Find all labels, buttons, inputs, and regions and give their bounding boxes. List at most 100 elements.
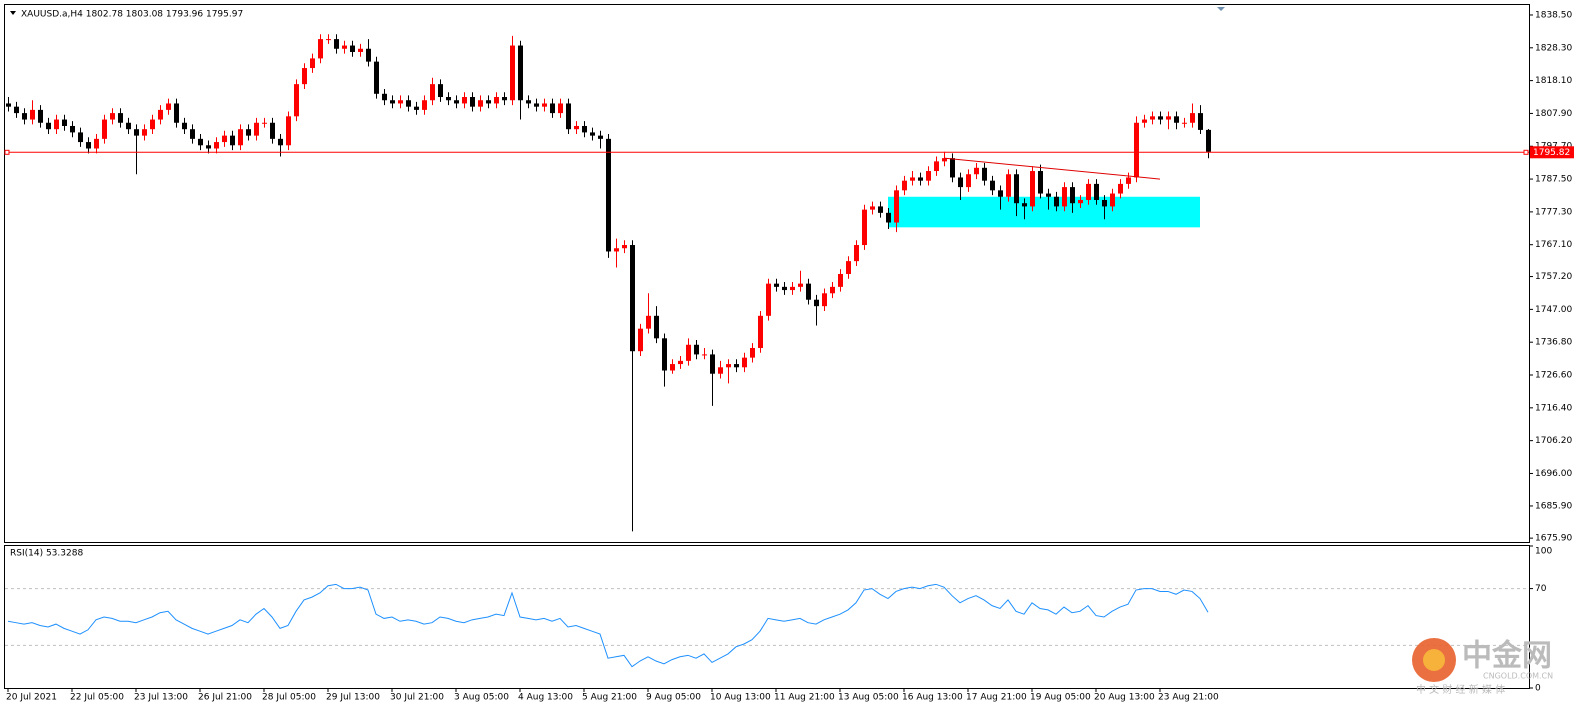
x-tick-label: 5 Aug 21:00 (582, 693, 637, 703)
candle-body (526, 100, 531, 104)
candle-body (814, 299, 819, 307)
y-tick-label: 1807.90 (1535, 109, 1572, 119)
candle-body (982, 167, 987, 181)
candle-body (454, 100, 459, 104)
candle-body (374, 61, 379, 94)
candle-body (1118, 183, 1123, 194)
y-tick-label: 1747.00 (1535, 305, 1572, 315)
candle-body (742, 357, 747, 368)
candle-body (78, 132, 83, 143)
candle-body (790, 286, 795, 291)
candle-body (54, 119, 59, 130)
candle-body (270, 122, 275, 139)
candle-body (1078, 199, 1083, 204)
candle-body (158, 109, 163, 120)
candle-body (670, 364, 675, 371)
candle-body (1110, 193, 1115, 207)
candle-body (646, 315, 651, 329)
candle-body (414, 106, 419, 110)
candle-body (286, 116, 291, 146)
candle-body (1038, 171, 1043, 194)
candle-body (758, 315, 763, 348)
candle-body (510, 45, 515, 101)
rsi-y-tick-label: 70 (1535, 584, 1547, 594)
candle-body (1014, 174, 1019, 204)
candle-body (46, 122, 51, 130)
candle-body (182, 122, 187, 130)
rsi-y-tick-label: 0 (1535, 684, 1541, 694)
y-tick-label: 1787.50 (1535, 175, 1572, 185)
candle-body (1142, 119, 1147, 123)
candle-body (190, 129, 195, 139)
y-tick-label: 1716.40 (1535, 403, 1572, 413)
candle-body (142, 129, 147, 136)
candle-body (1062, 187, 1067, 207)
candle-body (94, 138, 99, 149)
x-tick-label: 3 Aug 05:00 (454, 693, 509, 703)
candle-body (590, 132, 595, 136)
x-tick-label: 17 Aug 21:00 (966, 693, 1027, 703)
y-tick-label: 1736.80 (1535, 338, 1572, 348)
candle-body (486, 100, 491, 104)
candle-body (230, 135, 235, 146)
candle-body (718, 367, 723, 374)
watermark: 中金网 CNGOLD.COM.CN 中 文 财 经 新 媒 体 (1412, 638, 1553, 696)
y-tick-label: 1757.20 (1535, 272, 1572, 282)
candle-body (894, 190, 899, 223)
candle-body (918, 177, 923, 181)
candle-body (622, 245, 627, 249)
price-line-handle (4, 149, 10, 155)
candle-body (950, 158, 955, 178)
candle-body (1030, 171, 1035, 207)
candle-body (870, 206, 875, 210)
candle-body (342, 45, 347, 49)
candle-body (1102, 199, 1107, 207)
candle-body (350, 45, 355, 52)
rsi-y-tick-label: 100 (1535, 547, 1552, 557)
menu-arrow[interactable] (10, 11, 16, 15)
candle-body (662, 338, 667, 371)
candle-body (326, 39, 331, 41)
candle-body (62, 119, 67, 126)
main-panel (4, 4, 1530, 543)
candle-body (974, 167, 979, 175)
x-tick-label: 16 Aug 13:00 (902, 693, 963, 703)
candle-body (774, 283, 779, 287)
candle-body (382, 93, 387, 101)
candle-body (582, 125, 587, 133)
candle-body (726, 364, 731, 368)
candle-body (1094, 183, 1099, 200)
candle-body (502, 97, 507, 101)
watermark-site: CNGOLD.COM.CN (1483, 672, 1553, 681)
x-tick-label: 20 Jul 2021 (6, 693, 57, 703)
candle-body (638, 328, 643, 352)
candle-body (22, 113, 27, 120)
candle-body (30, 109, 35, 120)
candle-body (1086, 183, 1091, 200)
y-tick-label: 1767.10 (1535, 240, 1572, 250)
candle-body (766, 283, 771, 316)
y-tick-label: 1706.20 (1535, 436, 1572, 446)
candle-body (934, 161, 939, 172)
x-tick-label: 10 Aug 13:00 (710, 693, 771, 703)
candle-body (1070, 187, 1075, 204)
y-tick-label: 1838.50 (1535, 10, 1572, 20)
support-zone (888, 196, 1200, 228)
candle-body (878, 206, 883, 213)
candle-body (542, 103, 547, 107)
candle-body (854, 245, 859, 262)
candle-body (1158, 116, 1163, 120)
candle-body (958, 177, 963, 188)
candle-body (1198, 113, 1203, 130)
candle-body (1190, 113, 1195, 123)
candle-body (14, 106, 19, 114)
candle-body (422, 100, 427, 110)
candle-body (462, 97, 467, 104)
candle-body (390, 100, 395, 104)
shift-marker (1217, 7, 1225, 11)
candle-body (358, 48, 363, 52)
watermark-name: 中金网 (1462, 639, 1552, 674)
x-tick-label: 13 Aug 05:00 (838, 693, 899, 703)
candle-body (1150, 116, 1155, 120)
candle-body (278, 138, 283, 146)
